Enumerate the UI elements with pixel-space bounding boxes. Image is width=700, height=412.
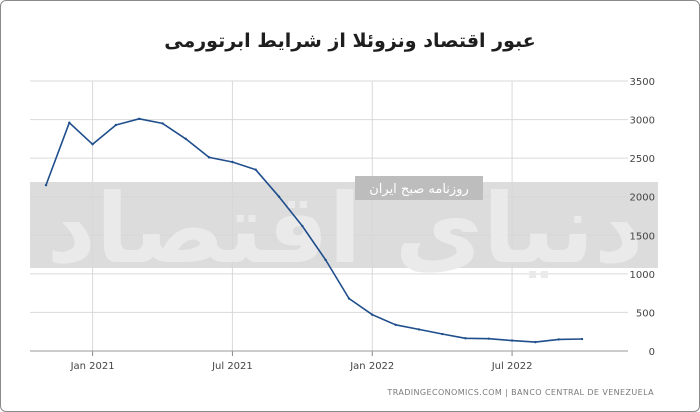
y-tick-label: 2000 bbox=[630, 193, 655, 204]
data-point bbox=[440, 332, 444, 336]
watermark-brand: دنیای اقتصاد bbox=[47, 173, 644, 285]
data-point bbox=[510, 339, 514, 342]
watermark-band: دنیای اقتصاد روزنامه صبح ایران bbox=[30, 173, 658, 285]
x-tick-label: Jul 2022 bbox=[491, 361, 533, 372]
data-point bbox=[231, 160, 234, 164]
data-point bbox=[487, 337, 490, 340]
data-point bbox=[324, 258, 327, 262]
data-point bbox=[534, 340, 537, 344]
y-tick-label: 1000 bbox=[630, 270, 655, 281]
series-line bbox=[45, 118, 583, 343]
y-tick-label: 2500 bbox=[630, 154, 655, 165]
watermark-tagline-box bbox=[355, 176, 483, 200]
data-point bbox=[464, 337, 467, 340]
chart-title: عبور اقتصاد ونزوئلا از شرایط ابرتورمی bbox=[164, 30, 536, 52]
data-point bbox=[417, 328, 421, 331]
data-point bbox=[91, 143, 94, 146]
data-point bbox=[44, 183, 48, 187]
y-tick-label: 3500 bbox=[630, 77, 655, 88]
data-point bbox=[557, 338, 560, 341]
data-point bbox=[347, 297, 351, 300]
axes: 0 500 1000 1500 2000 2500 3000 3500 Jan 2021 Jul … bbox=[30, 77, 655, 372]
data-point bbox=[254, 168, 257, 171]
data-point bbox=[114, 123, 118, 127]
data-point bbox=[301, 224, 304, 228]
watermark-band-rect bbox=[30, 182, 658, 268]
x-tick-label: Jan 2022 bbox=[349, 361, 394, 372]
data-point bbox=[161, 122, 164, 125]
data-point bbox=[184, 137, 188, 141]
data-point bbox=[580, 337, 584, 341]
y-tick-label: 3000 bbox=[630, 116, 655, 127]
x-tick-label: Jul 2021 bbox=[211, 361, 253, 372]
data-point bbox=[371, 313, 374, 316]
series-layer bbox=[44, 117, 584, 344]
x-tick-label: Jan 2021 bbox=[70, 361, 115, 372]
data-point bbox=[68, 121, 71, 124]
watermark-tagline: روزنامه صبح ایران bbox=[369, 182, 469, 197]
data-point bbox=[207, 156, 211, 159]
source-credit: TRADINGECONOMICS.COM | BANCO CENTRAL DE … bbox=[387, 388, 654, 397]
data-point bbox=[394, 323, 397, 326]
data-point bbox=[277, 195, 281, 198]
y-tick-label: 500 bbox=[636, 308, 655, 319]
data-point bbox=[138, 117, 141, 121]
y-tick-label: 0 bbox=[649, 347, 655, 358]
y-tick-label: 1500 bbox=[630, 231, 655, 242]
